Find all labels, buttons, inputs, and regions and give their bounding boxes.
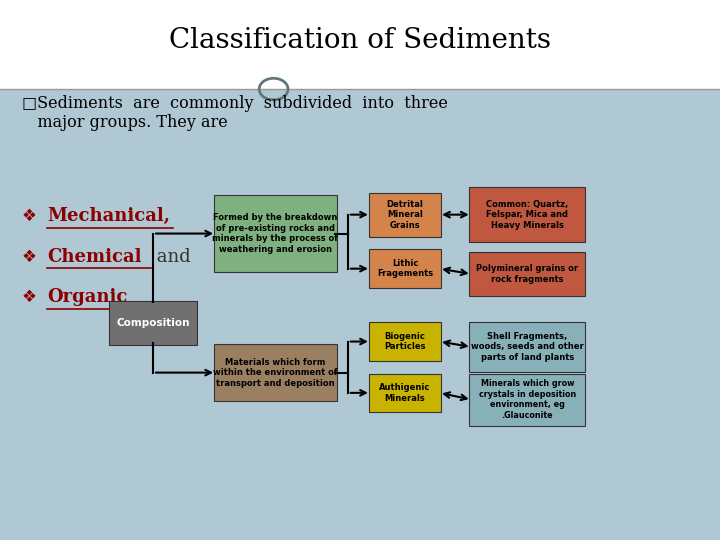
- Text: Polymineral grains or
rock fragments: Polymineral grains or rock fragments: [477, 265, 578, 284]
- Text: Organic: Organic: [47, 288, 127, 306]
- FancyBboxPatch shape: [214, 195, 337, 272]
- FancyBboxPatch shape: [369, 249, 441, 288]
- Text: Authigenic
Minerals: Authigenic Minerals: [379, 383, 431, 402]
- Text: Composition: Composition: [116, 318, 190, 328]
- FancyBboxPatch shape: [469, 322, 585, 372]
- Text: Lithic
Fragements: Lithic Fragements: [377, 259, 433, 278]
- FancyBboxPatch shape: [109, 301, 197, 345]
- Text: Common: Quartz,
Felspar, Mica and
Heavy Minerals: Common: Quartz, Felspar, Mica and Heavy …: [486, 200, 569, 230]
- FancyBboxPatch shape: [369, 322, 441, 361]
- FancyBboxPatch shape: [369, 193, 441, 237]
- Bar: [0, 89, 720, 540]
- Text: ❖: ❖: [22, 288, 37, 306]
- FancyBboxPatch shape: [469, 252, 585, 296]
- Text: and: and: [151, 247, 191, 266]
- Text: Shell Fragments,
woods, seeds and other
parts of land plants: Shell Fragments, woods, seeds and other …: [471, 332, 584, 362]
- Text: Materials which form
within the environment of
transport and deposition: Materials which form within the environm…: [213, 357, 338, 388]
- Text: ❖: ❖: [22, 207, 37, 225]
- FancyBboxPatch shape: [369, 374, 441, 412]
- Text: Biogenic
Particles: Biogenic Particles: [384, 332, 426, 351]
- Text: Chemical: Chemical: [47, 247, 141, 266]
- Text: Mechanical,: Mechanical,: [47, 207, 170, 225]
- Text: Classification of Sediments: Classification of Sediments: [169, 26, 551, 53]
- Text: Formed by the breakdown
of pre-existing rocks and
minerals by the process of
wea: Formed by the breakdown of pre-existing …: [212, 213, 338, 254]
- Bar: [0, 0, 720, 89]
- FancyBboxPatch shape: [214, 344, 337, 401]
- FancyBboxPatch shape: [469, 187, 585, 242]
- Text: □Sediments  are  commonly  subdivided  into  three
   major groups. They are: □Sediments are commonly subdivided into …: [22, 94, 447, 131]
- FancyBboxPatch shape: [469, 374, 585, 426]
- Text: ❖: ❖: [22, 247, 37, 266]
- Text: Minerals which grow
crystals in deposition
environment, eg
.Glauconite: Minerals which grow crystals in depositi…: [479, 380, 576, 420]
- Text: Detrital
Mineral
Grains: Detrital Mineral Grains: [387, 200, 423, 230]
